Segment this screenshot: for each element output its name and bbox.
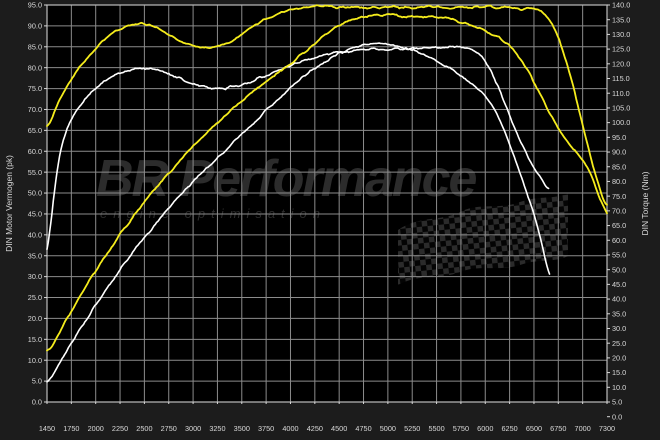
svg-text:70.0: 70.0: [28, 105, 42, 114]
svg-text:15.0: 15.0: [28, 335, 42, 344]
svg-text:65.0: 65.0: [612, 221, 626, 230]
svg-text:70.0: 70.0: [612, 206, 626, 215]
svg-text:7000: 7000: [575, 424, 591, 433]
svg-text:100.0: 100.0: [612, 118, 630, 127]
svg-text:3250: 3250: [209, 424, 225, 433]
svg-text:35.0: 35.0: [612, 309, 626, 318]
svg-text:50.0: 50.0: [28, 189, 42, 198]
svg-text:2000: 2000: [88, 424, 104, 433]
svg-text:3500: 3500: [234, 424, 250, 433]
svg-text:4250: 4250: [307, 424, 323, 433]
svg-text:90.0: 90.0: [28, 21, 42, 30]
svg-text:2750: 2750: [161, 424, 177, 433]
svg-text:20.0: 20.0: [612, 353, 626, 362]
svg-text:75.0: 75.0: [28, 84, 42, 93]
svg-text:80.0: 80.0: [612, 177, 626, 186]
svg-text:6750: 6750: [550, 424, 566, 433]
svg-text:DIN Torque (Nm): DIN Torque (Nm): [640, 171, 650, 235]
svg-text:3000: 3000: [185, 424, 201, 433]
svg-text:1750: 1750: [63, 424, 79, 433]
svg-text:7300: 7300: [599, 424, 615, 433]
svg-text:60.0: 60.0: [28, 147, 42, 156]
svg-text:55.0: 55.0: [28, 168, 42, 177]
svg-text:5.0: 5.0: [32, 377, 42, 386]
svg-text:85.0: 85.0: [612, 162, 626, 171]
svg-text:35.0: 35.0: [28, 251, 42, 260]
svg-text:20.0: 20.0: [28, 314, 42, 323]
svg-text:30.0: 30.0: [612, 324, 626, 333]
svg-text:140.0: 140.0: [612, 1, 630, 10]
svg-text:5750: 5750: [453, 424, 469, 433]
svg-text:1450: 1450: [39, 424, 55, 433]
svg-text:25.0: 25.0: [28, 293, 42, 302]
svg-text:130.0: 130.0: [612, 30, 630, 39]
svg-text:6250: 6250: [501, 424, 517, 433]
svg-text:4750: 4750: [355, 424, 371, 433]
svg-text:5000: 5000: [380, 424, 396, 433]
svg-text:85.0: 85.0: [28, 42, 42, 51]
svg-text:110.0: 110.0: [612, 89, 630, 98]
svg-text:80.0: 80.0: [28, 63, 42, 72]
svg-text:0.0: 0.0: [32, 398, 42, 407]
svg-text:5500: 5500: [428, 424, 444, 433]
svg-text:125.0: 125.0: [612, 45, 630, 54]
svg-text:2500: 2500: [136, 424, 152, 433]
svg-text:3750: 3750: [258, 424, 274, 433]
svg-text:0.0: 0.0: [612, 412, 622, 421]
svg-text:15.0: 15.0: [612, 368, 626, 377]
svg-text:120.0: 120.0: [612, 59, 630, 68]
svg-text:BR Performance: BR Performance: [96, 150, 477, 208]
svg-text:60.0: 60.0: [612, 236, 626, 245]
svg-text:2250: 2250: [112, 424, 128, 433]
svg-text:45.0: 45.0: [612, 280, 626, 289]
svg-text:DIN Motor Vermogen (pk): DIN Motor Vermogen (pk): [4, 155, 14, 252]
svg-text:95.0: 95.0: [28, 1, 42, 10]
svg-text:6000: 6000: [477, 424, 493, 433]
svg-text:105.0: 105.0: [612, 104, 630, 113]
svg-text:50.0: 50.0: [612, 265, 626, 274]
svg-text:10.0: 10.0: [28, 356, 42, 365]
svg-text:30.0: 30.0: [28, 272, 42, 281]
svg-text:65.0: 65.0: [28, 126, 42, 135]
svg-text:90.0: 90.0: [612, 148, 626, 157]
svg-text:10.0: 10.0: [612, 383, 626, 392]
svg-text:6500: 6500: [526, 424, 542, 433]
svg-text:55.0: 55.0: [612, 251, 626, 260]
svg-text:4000: 4000: [282, 424, 298, 433]
svg-text:135.0: 135.0: [612, 15, 630, 24]
svg-text:25.0: 25.0: [612, 339, 626, 348]
svg-text:4500: 4500: [331, 424, 347, 433]
svg-text:45.0: 45.0: [28, 210, 42, 219]
svg-text:75.0: 75.0: [612, 192, 626, 201]
svg-text:5250: 5250: [404, 424, 420, 433]
svg-text:40.0: 40.0: [28, 230, 42, 239]
svg-text:115.0: 115.0: [612, 74, 630, 83]
svg-text:40.0: 40.0: [612, 295, 626, 304]
svg-text:95.0: 95.0: [612, 133, 626, 142]
svg-text:5.0: 5.0: [612, 398, 622, 407]
